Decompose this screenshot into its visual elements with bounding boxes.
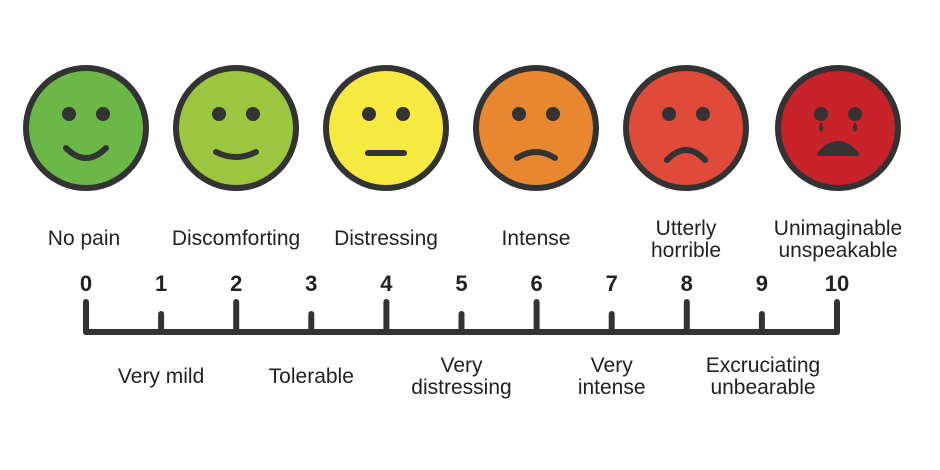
face-circle — [23, 65, 149, 191]
face-circle — [623, 65, 749, 191]
face-2-label-line: Discomforting — [171, 227, 301, 250]
pain-level-1-label: Very mild — [118, 366, 204, 388]
pain-level-7-label-line: Very — [590, 354, 633, 377]
left-eye — [362, 107, 376, 121]
face-8-label-line: Utterly — [655, 217, 717, 240]
left-eye — [62, 107, 76, 121]
tick-number-1: 1 — [154, 271, 168, 296]
right-eye — [848, 107, 862, 121]
face-0-label-line: No pain — [47, 227, 121, 250]
tick-number-10: 10 — [824, 271, 850, 296]
tick-number-5: 5 — [455, 271, 468, 296]
face-circle — [775, 65, 901, 191]
face-8-label-line: horrible — [650, 239, 722, 262]
face-6-icon — [473, 65, 599, 191]
tick-number-4: 4 — [380, 271, 393, 296]
pain-level-9-label-line: Excruciating — [705, 354, 821, 377]
face-6-label-line: Intense — [501, 227, 571, 250]
face-10-label-line: Unimaginable — [773, 217, 903, 240]
face-10-label: Unimaginable unspeakable — [774, 218, 902, 262]
right-eye — [246, 107, 260, 121]
tick-number-3: 3 — [305, 271, 318, 296]
face-4-label-line: Distressing — [334, 227, 438, 250]
face-4-label: Distressing — [334, 228, 438, 250]
tick-number-6: 6 — [530, 271, 543, 296]
tick-number-0: 0 — [79, 271, 93, 296]
right-eye — [396, 107, 410, 121]
mouth — [664, 147, 708, 163]
mouth — [514, 149, 558, 161]
face-10-icon — [775, 65, 901, 191]
face-10-label-line: unspeakable — [778, 239, 898, 262]
face-4-icon — [323, 65, 449, 191]
right-eye — [96, 107, 110, 121]
left-tear — [819, 122, 823, 132]
left-eye — [212, 107, 226, 121]
tick-number-9: 9 — [755, 271, 769, 296]
tick-number-8: 8 — [680, 271, 693, 296]
face-6-label: Intense — [502, 228, 571, 250]
face-circle — [323, 65, 449, 191]
face-2-icon — [173, 65, 299, 191]
face-2-label: Discomforting — [172, 228, 300, 250]
tick-number-7: 7 — [605, 271, 618, 296]
pain-level-3-label: Tolerable — [269, 366, 354, 388]
mouth — [213, 149, 259, 160]
right-eye — [546, 107, 560, 121]
face-circle — [473, 65, 599, 191]
pain-level-5-label-line: distressing — [411, 376, 512, 399]
left-eye — [662, 107, 676, 121]
pain-level-5-label: Very distressing — [411, 355, 511, 399]
left-eye — [512, 107, 526, 121]
right-eye — [696, 107, 710, 121]
pain-level-3-label-line: Tolerable — [268, 365, 354, 388]
face-circle — [173, 65, 299, 191]
left-eye — [814, 107, 828, 121]
pain-level-1-label-line: Very mild — [117, 365, 205, 388]
pain-level-7-label-line: intense — [577, 376, 646, 399]
tick-number-2: 2 — [230, 271, 243, 296]
pain-level-5-label-line: Very — [440, 354, 483, 377]
face-0-icon — [23, 65, 149, 191]
mouth — [817, 141, 859, 156]
pain-level-9-label-line: unbearable — [710, 376, 816, 399]
right-tear — [853, 122, 857, 132]
pain-level-7-label: Very intense — [578, 355, 646, 399]
face-8-label: Utterly horrible — [651, 218, 721, 262]
face-0-label: No pain — [48, 228, 120, 250]
face-8-icon — [623, 65, 749, 191]
mouth — [63, 145, 109, 161]
pain-level-9-label: Excruciating unbearable — [706, 355, 820, 399]
